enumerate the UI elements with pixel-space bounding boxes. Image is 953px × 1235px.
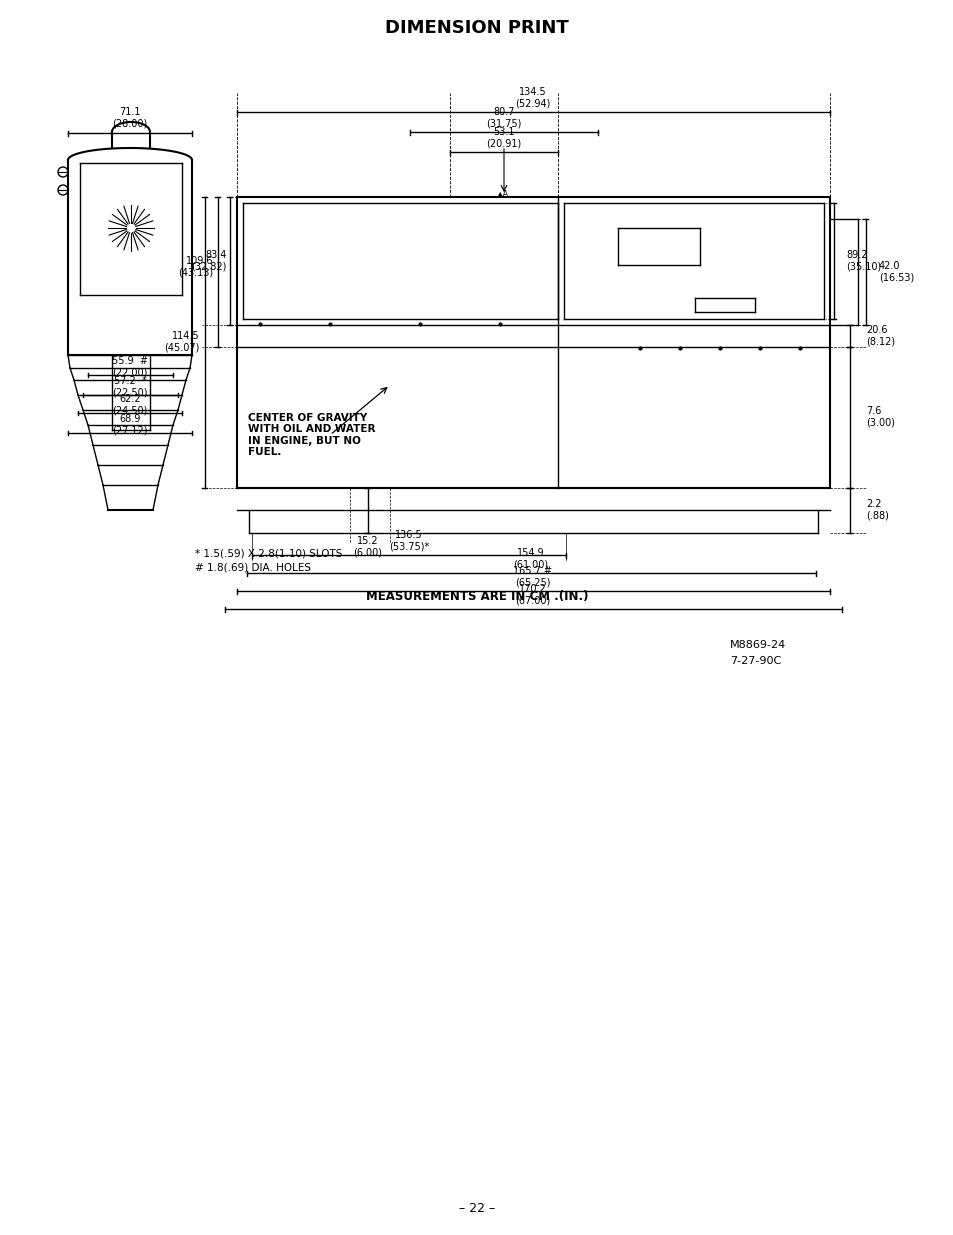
Text: MEASUREMENTS ARE IN CM .(IN.): MEASUREMENTS ARE IN CM .(IN.) [365,590,588,603]
Text: 55.9  #
(22.00): 55.9 # (22.00) [112,356,148,378]
Text: 154.9
(61.00): 154.9 (61.00) [513,548,548,569]
Text: * 1.5(.59) X 2.8(1.10) SLOTS: * 1.5(.59) X 2.8(1.10) SLOTS [194,548,342,558]
Text: – 22 –: – 22 – [458,1202,495,1215]
Text: 170.2
(67.00): 170.2 (67.00) [515,584,550,606]
Text: DIMENSION PRINT: DIMENSION PRINT [385,19,568,37]
Text: 134.5
(52.94): 134.5 (52.94) [515,88,550,109]
Text: 42.0
(16.53): 42.0 (16.53) [878,261,913,283]
Text: ▲A: ▲A [497,189,509,199]
Text: 71.1
(28.00): 71.1 (28.00) [112,107,148,128]
Text: 2.2
(.88): 2.2 (.88) [865,499,888,521]
Text: 57.2  *
(22.50): 57.2 * (22.50) [112,377,148,398]
Text: 80.7
(31.75): 80.7 (31.75) [486,107,521,128]
Text: 62.2
(24.50): 62.2 (24.50) [112,394,148,416]
Text: 7.6
(3.00): 7.6 (3.00) [865,406,894,427]
Text: 165.7 #
(65.25): 165.7 # (65.25) [513,566,552,588]
Text: 7-27-90C: 7-27-90C [729,656,781,666]
Text: 53.1
(20.91): 53.1 (20.91) [486,127,521,148]
Text: 114.5
(45.07): 114.5 (45.07) [165,331,200,353]
Text: # 1.8(.69) DIA. HOLES: # 1.8(.69) DIA. HOLES [194,563,311,573]
Text: CENTER OF GRAVITY
WITH OIL AND WATER
IN ENGINE, BUT NO
FUEL.: CENTER OF GRAVITY WITH OIL AND WATER IN … [248,412,375,457]
Text: 109.6
(43.13): 109.6 (43.13) [177,256,213,278]
Text: 136.5
(53.75)*: 136.5 (53.75)* [389,530,429,552]
Text: 89.2
(35.10): 89.2 (35.10) [845,251,881,272]
Text: 83.4
(32.82): 83.4 (32.82) [192,251,227,272]
Text: 68.9
(27.12): 68.9 (27.12) [112,414,148,436]
Text: M8869-24: M8869-24 [729,640,785,650]
Text: 15.2
(6.00): 15.2 (6.00) [354,536,382,558]
Text: 20.6
(8.12): 20.6 (8.12) [865,325,894,347]
